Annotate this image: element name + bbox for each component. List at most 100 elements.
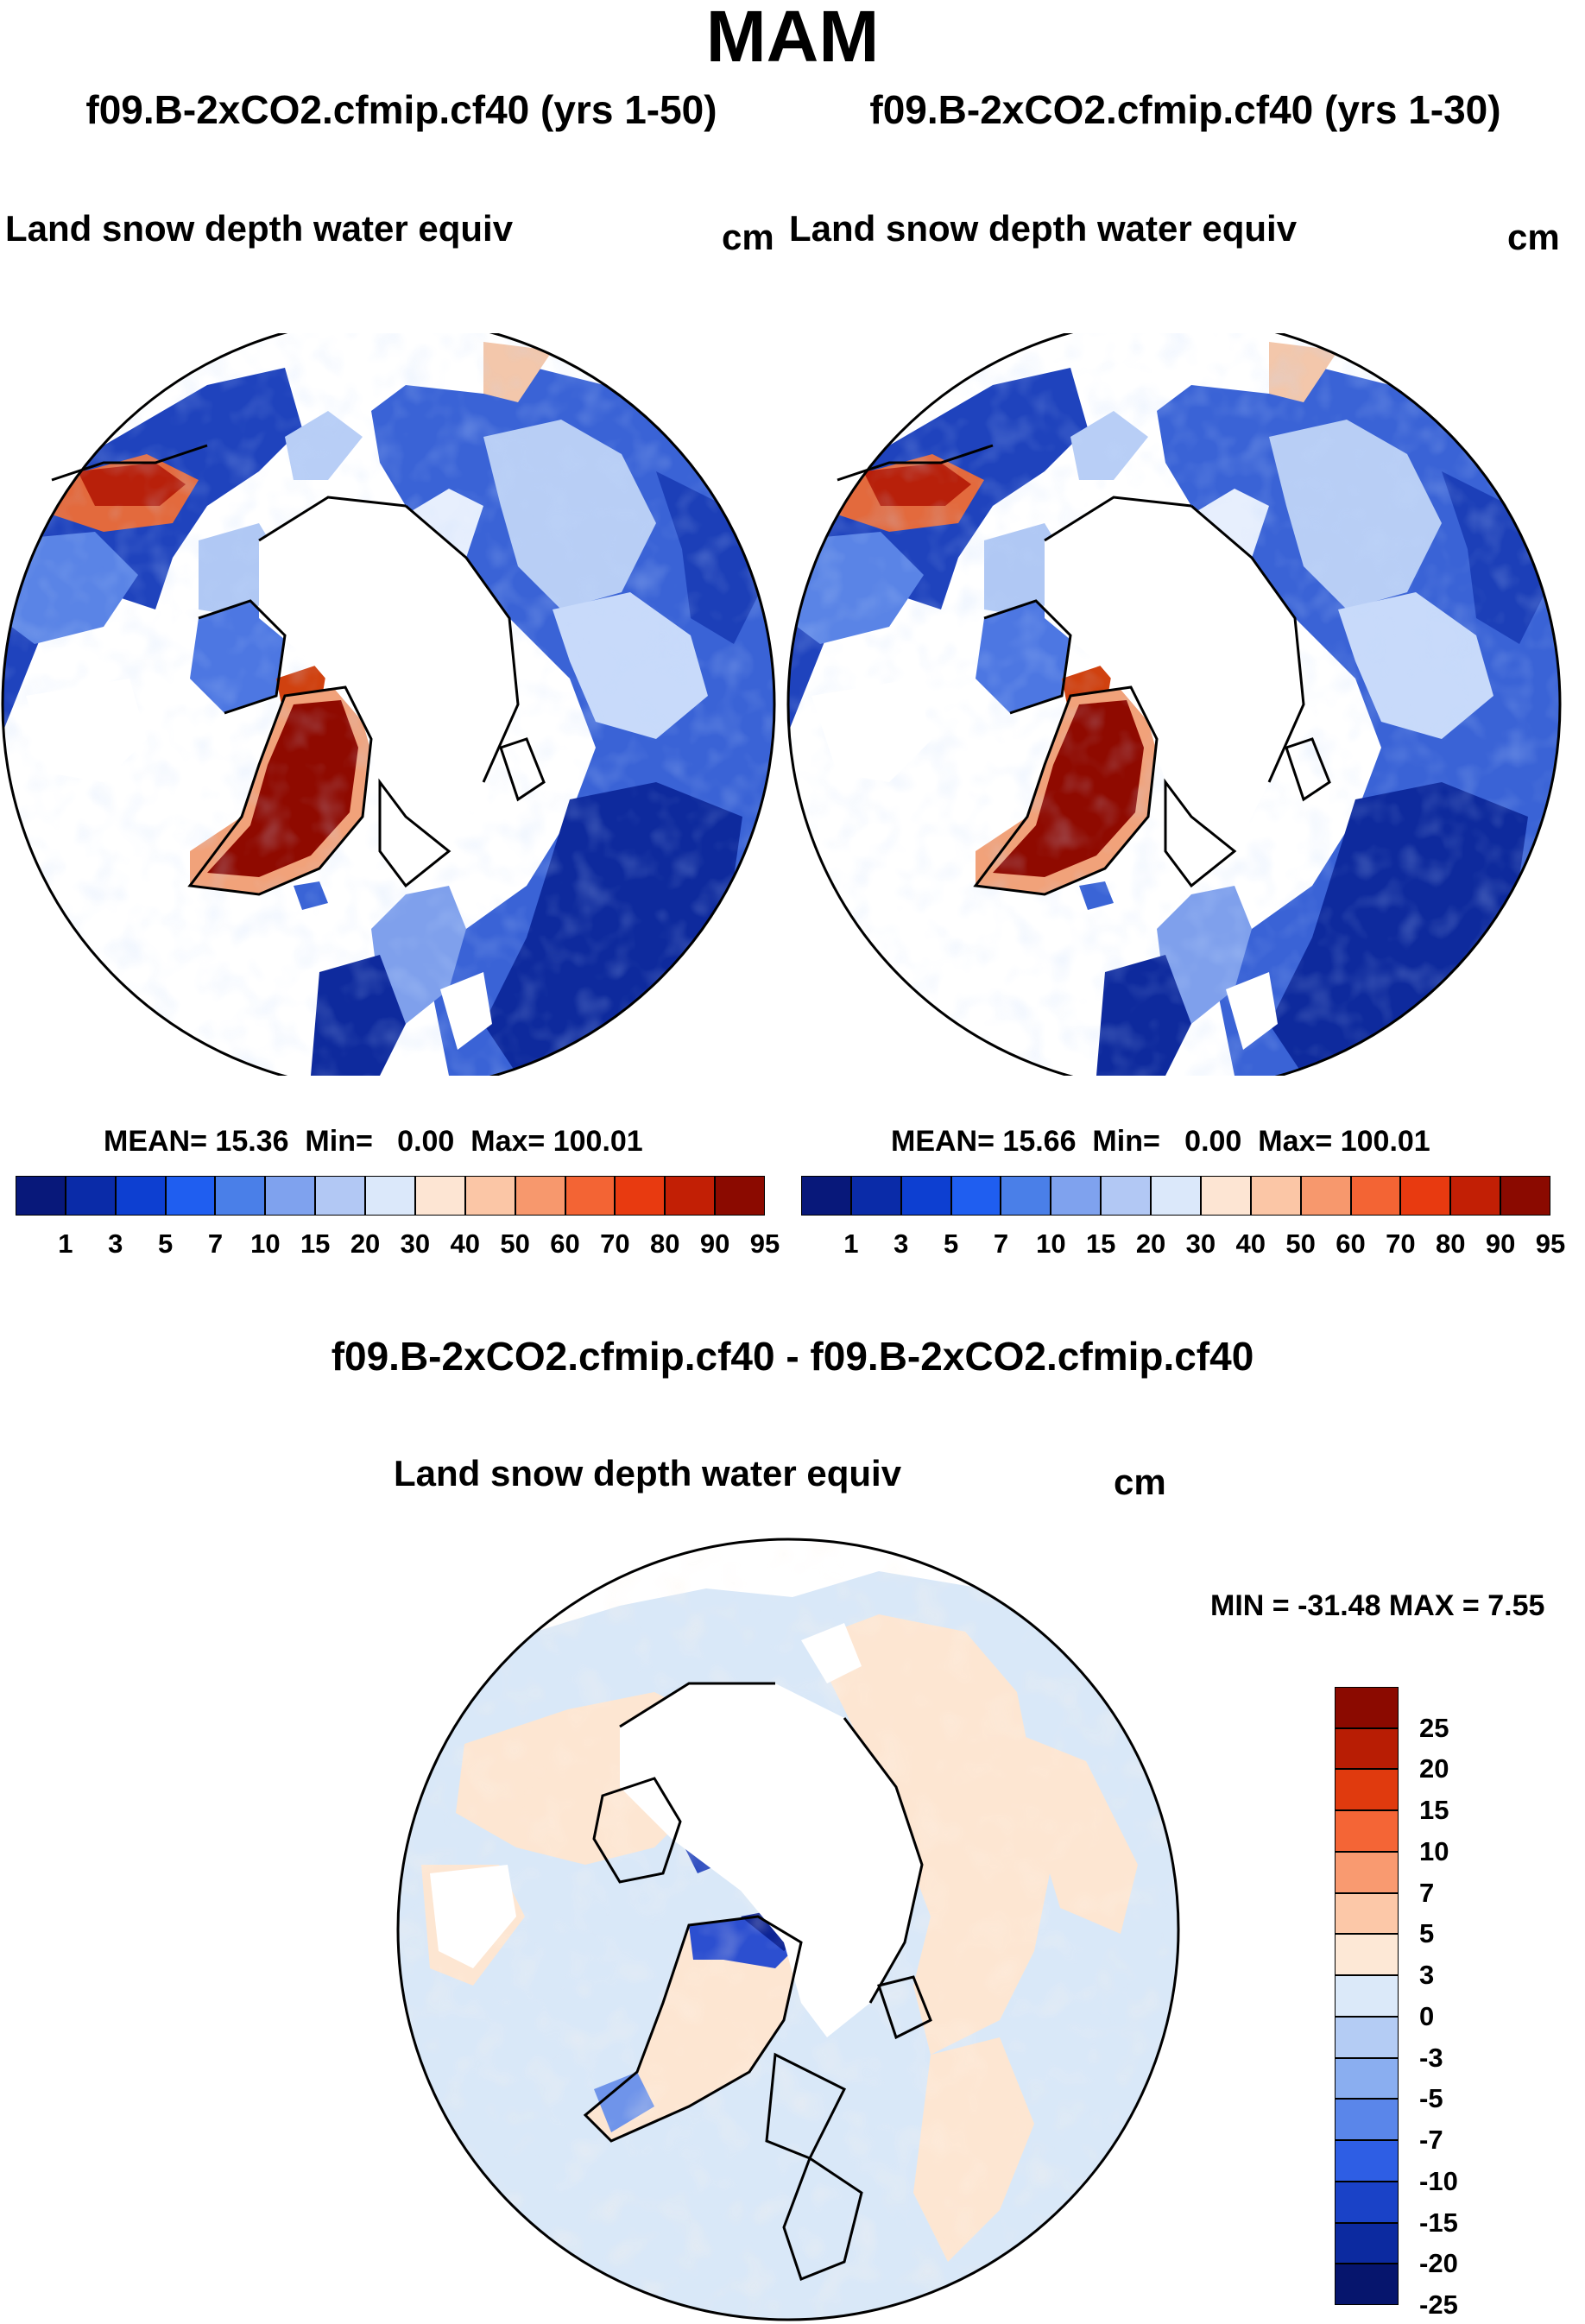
left-colorbar-swatch <box>565 1176 616 1216</box>
right-mean-label: MEAN= <box>891 1125 995 1158</box>
right-colorbar-tick-label: 10 <box>1036 1228 1066 1259</box>
difference-colorbar-swatch <box>1335 1934 1399 1976</box>
left-max-value: 100.01 <box>553 1125 643 1158</box>
left-colorbar-swatch <box>165 1176 216 1216</box>
right-polar-map <box>786 333 1562 1076</box>
right-max-value: 100.01 <box>1340 1125 1430 1158</box>
left-colorbar-tick-label: 60 <box>550 1228 580 1259</box>
difference-colorbar-tick-label: 15 <box>1419 1795 1449 1826</box>
right-colorbar-tick-label: 40 <box>1235 1228 1266 1259</box>
difference-colorbar-tick-label: -10 <box>1419 2165 1458 2196</box>
left-min-label: Min= <box>305 1125 373 1158</box>
left-colorbar <box>16 1176 765 1216</box>
difference-colorbar-swatch <box>1335 2264 1399 2305</box>
left-colorbar-swatch <box>414 1176 465 1216</box>
difference-units: cm <box>1114 1462 1166 1502</box>
left-panel-case-title: f09.B-2xCO2.cfmip.cf40 (yrs 1-50) <box>85 87 717 132</box>
left-colorbar-swatch <box>115 1176 166 1216</box>
right-colorbar-swatch <box>1200 1176 1251 1216</box>
difference-polar-map <box>396 1538 1180 2321</box>
right-colorbar-swatch <box>900 1176 951 1216</box>
left-colorbar-tick-label: 20 <box>350 1228 381 1259</box>
left-max-label: Max= <box>470 1125 546 1158</box>
left-colorbar-swatch <box>215 1176 266 1216</box>
difference-colorbar-swatch <box>1335 2181 1399 2223</box>
right-colorbar-swatch <box>1500 1176 1550 1216</box>
right-colorbar-tick-label: 90 <box>1485 1228 1516 1259</box>
right-colorbar-tick-label: 95 <box>1535 1228 1566 1259</box>
right-colorbar-tick-label: 3 <box>894 1228 909 1259</box>
left-colorbar-tick-label: 10 <box>250 1228 281 1259</box>
season-title: MAM <box>705 0 880 77</box>
left-panel-stats: MEAN= 15.36 Min= 0.00 Max= 100.01 <box>104 1124 643 1159</box>
right-min-label: Min= <box>1092 1125 1160 1158</box>
right-colorbar-swatch <box>1300 1176 1351 1216</box>
difference-colorbar-swatch <box>1335 1851 1399 1893</box>
difference-colorbar-swatch <box>1335 1975 1399 2017</box>
left-colorbar-tick-label: 50 <box>500 1228 530 1259</box>
difference-colorbar-tick-label: -25 <box>1419 2289 1458 2320</box>
difference-colorbar-tick-label: 3 <box>1419 1960 1435 1991</box>
difference-colorbar-swatch <box>1335 2140 1399 2182</box>
right-colorbar-tick-label: 60 <box>1336 1228 1366 1259</box>
right-colorbar-tick-label: 70 <box>1386 1228 1416 1259</box>
difference-colorbar-swatch <box>1335 1687 1399 1728</box>
right-colorbar-swatch <box>1051 1176 1102 1216</box>
difference-colorbar-swatch <box>1335 1810 1399 1852</box>
right-colorbar-tick-label: 15 <box>1085 1228 1116 1259</box>
right-colorbar-swatch <box>1001 1176 1051 1216</box>
difference-colorbar-swatch <box>1335 2222 1399 2264</box>
left-colorbar-tick-label: 3 <box>108 1228 123 1259</box>
right-colorbar-ticks: 1 3 5 7 10 15 20 30 40 50 60 70 80 90 95 <box>801 1228 1565 1264</box>
difference-field-title: Land snow depth water equiv <box>394 1453 902 1494</box>
right-colorbar-swatch <box>850 1176 901 1216</box>
right-panel-case-title: f09.B-2xCO2.cfmip.cf40 (yrs 1-30) <box>869 87 1501 132</box>
difference-colorbar-tick-label: 5 <box>1419 1918 1435 1949</box>
left-colorbar-swatch <box>265 1176 316 1216</box>
right-max-label: Max= <box>1258 1125 1333 1158</box>
right-colorbar-tick-label: 80 <box>1436 1228 1466 1259</box>
left-panel-units: cm <box>722 217 774 257</box>
difference-colorbar-tick-label: 25 <box>1419 1712 1449 1743</box>
right-mean-value: 15.66 <box>1002 1125 1077 1158</box>
left-colorbar-swatch <box>715 1176 765 1216</box>
right-colorbar-swatch <box>950 1176 1001 1216</box>
right-min-value: 0.00 <box>1184 1125 1242 1158</box>
right-colorbar-tick-label: 1 <box>843 1228 859 1259</box>
right-colorbar-tick-label: 20 <box>1135 1228 1166 1259</box>
difference-colorbar-swatch <box>1335 2099 1399 2141</box>
difference-colorbar-tick-label: 0 <box>1419 2000 1435 2031</box>
difference-colorbar-tick-label: -7 <box>1419 2125 1443 2156</box>
left-colorbar-ticks: 1 3 5 7 10 15 20 30 40 50 60 70 80 90 95 <box>16 1228 780 1264</box>
right-colorbar-tick-label: 7 <box>993 1228 1009 1259</box>
left-colorbar-swatch <box>365 1176 415 1216</box>
right-colorbar-swatch <box>1151 1176 1201 1216</box>
difference-colorbar-swatch <box>1335 2016 1399 2058</box>
left-min-value: 0.00 <box>397 1125 455 1158</box>
left-colorbar-tick-label: 30 <box>400 1228 431 1259</box>
left-panel-field-title: Land snow depth water equiv <box>5 208 514 249</box>
left-colorbar-tick-label: 1 <box>58 1228 73 1259</box>
difference-colorbar-swatch <box>1335 1769 1399 1811</box>
left-colorbar-swatch <box>665 1176 716 1216</box>
left-colorbar-swatch <box>615 1176 666 1216</box>
left-mean-label: MEAN= <box>104 1125 207 1158</box>
right-panel-stats: MEAN= 15.66 Min= 0.00 Max= 100.01 <box>891 1124 1430 1159</box>
right-colorbar-swatch <box>1250 1176 1301 1216</box>
left-colorbar-swatch <box>315 1176 366 1216</box>
left-colorbar-tick-label: 15 <box>300 1228 331 1259</box>
difference-colorbar-swatch <box>1335 1892 1399 1935</box>
left-colorbar-swatch <box>464 1176 515 1216</box>
right-colorbar-swatch <box>1400 1176 1451 1216</box>
right-colorbar-swatch <box>1101 1176 1152 1216</box>
right-colorbar-tick-label: 5 <box>943 1228 959 1259</box>
difference-colorbar-tick-label: -20 <box>1419 2248 1458 2279</box>
difference-colorbar-tick-label: -15 <box>1419 2207 1458 2238</box>
right-panel-units: cm <box>1507 217 1560 257</box>
difference-colorbar-tick-label: 7 <box>1419 1877 1435 1908</box>
left-polar-map <box>1 333 776 1076</box>
right-colorbar <box>801 1176 1550 1216</box>
right-panel-field-title: Land snow depth water equiv <box>789 208 1298 249</box>
difference-min-max: MIN = -31.48 MAX = 7.55 <box>1210 1589 1545 1622</box>
left-colorbar-swatch <box>65 1176 116 1216</box>
